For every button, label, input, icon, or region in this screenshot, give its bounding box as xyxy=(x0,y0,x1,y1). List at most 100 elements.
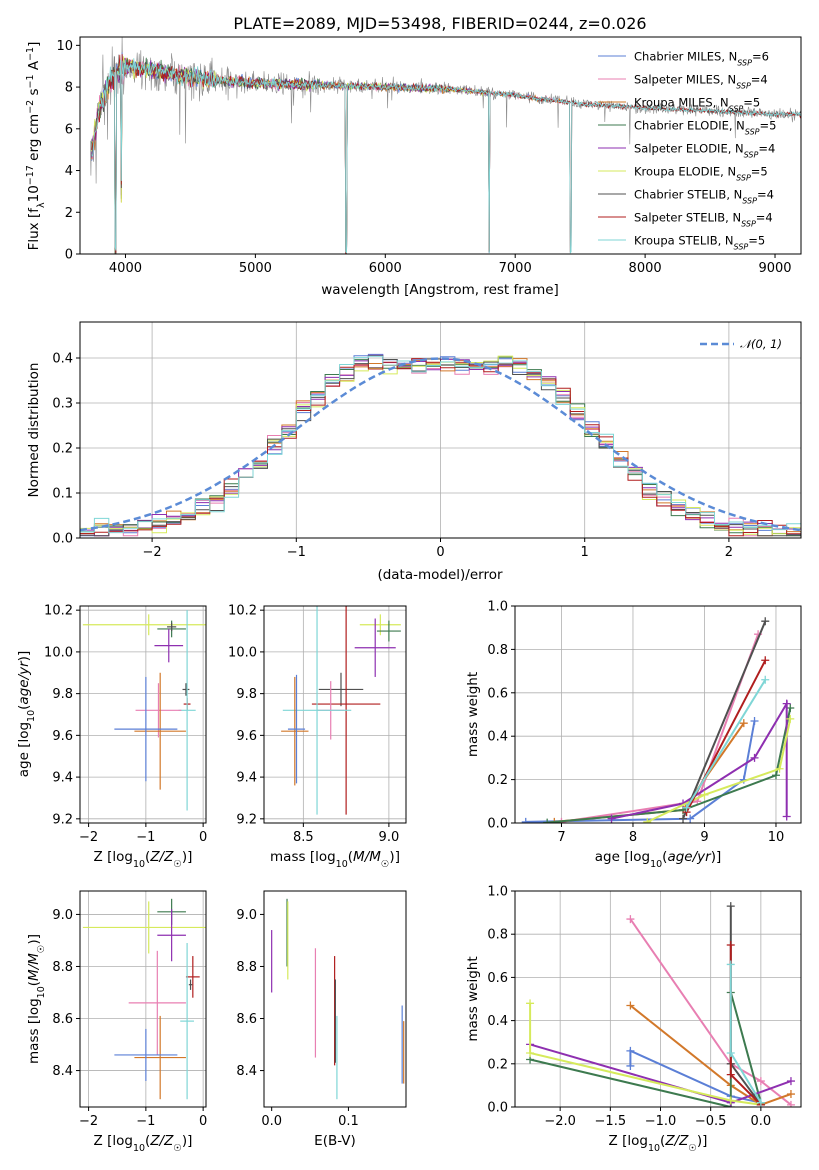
x-tick-label: 1 xyxy=(581,545,589,560)
x-tick-label: 0 xyxy=(436,545,444,560)
plot-area xyxy=(281,606,401,815)
errorbar-point xyxy=(82,614,206,636)
x-tick-label: 6000 xyxy=(369,261,402,276)
y-tick-label: 10.2 xyxy=(44,604,73,619)
weight-marker xyxy=(739,719,748,728)
weight-marker xyxy=(786,1077,795,1086)
x-tick-label: −2 xyxy=(79,1114,98,1129)
weight-line-kroupa-stelib xyxy=(685,679,767,809)
weight-marker xyxy=(643,817,652,823)
weight-marker xyxy=(679,814,688,823)
x-tick-label: 9.0 xyxy=(379,830,400,845)
legend-entry: Chabrier MILES, NSSP=6 xyxy=(634,50,769,68)
legend-entry: Salpeter MILES, NSSP=4 xyxy=(634,73,768,91)
y-axis-label: age [log10(age/yr)] xyxy=(16,651,37,777)
weight-marker xyxy=(761,675,770,684)
y-tick-label: 0.8 xyxy=(487,643,508,658)
y-tick-label: 0.6 xyxy=(487,971,508,986)
weight-marker xyxy=(756,1098,765,1107)
x-tick-label: −1 xyxy=(136,830,155,845)
errorbar-point xyxy=(128,950,186,1055)
x-tick-label: 9000 xyxy=(758,261,791,276)
x-axis-label: age [log10(age/yr)] xyxy=(595,849,721,870)
x-tick-label: −2 xyxy=(143,545,162,560)
panel-age_vs_Z: −2 −1 0 9.2 9.4 9.6 9.8 10.0 10.2 Z [log10(Z/Z☉)]… xyxy=(16,604,207,870)
panel-spectrum: 4000 5000 6000 7000 8000 9000 0 2 4 6 8 10 Chabrier … xyxy=(25,36,802,298)
weight-marker xyxy=(626,1046,635,1055)
plot-area xyxy=(82,898,206,1100)
y-tick-label: 10 xyxy=(56,39,73,54)
panel-massweight_vs_Z: −2.0 −1.5 −1.0 −0.5 0.0 0.0 0.2 0.4 0.6 0.8 1.0 Z [… xyxy=(465,885,802,1154)
errorbar-point xyxy=(281,676,309,786)
y-tick-label: 10.0 xyxy=(44,645,73,660)
weight-marker xyxy=(750,717,759,726)
legend-entry: Salpeter ELODIE, NSSP=4 xyxy=(634,142,775,160)
weight-marker xyxy=(626,1001,635,1010)
y-tick-label: 0.2 xyxy=(487,1057,508,1072)
weight-marker xyxy=(786,714,795,723)
x-tick-label: 7 xyxy=(557,830,565,845)
weight-marker xyxy=(750,753,759,762)
y-axis-label: mass weight xyxy=(465,672,481,757)
x-tick-label: −2 xyxy=(79,830,98,845)
y-tick-label: 8.8 xyxy=(52,960,73,975)
x-axis-label: Z [log10(Z/Z☉)] xyxy=(609,1133,708,1154)
y-tick-label: 0.4 xyxy=(487,730,508,745)
y-axis-label: mass [log10(M/M☉)] xyxy=(26,934,47,1064)
y-tick-label: 0.2 xyxy=(52,442,73,457)
y-tick-label: 0.4 xyxy=(52,352,73,367)
weight-line-chabrier-miles xyxy=(629,1049,762,1104)
x-tick-label: 2 xyxy=(725,545,733,560)
weight-marker xyxy=(526,1049,535,1057)
x-tick-label: 8 xyxy=(629,830,637,845)
weight-line-chabrier-elodie xyxy=(547,707,792,823)
errorbar-point xyxy=(167,622,177,632)
axes-frame xyxy=(263,605,407,824)
y-tick-label: 2 xyxy=(65,206,73,221)
errorbar-point xyxy=(134,1015,186,1100)
errorbar-point xyxy=(182,683,190,696)
y-tick-label: 9.8 xyxy=(52,687,73,702)
errorbar-point xyxy=(135,683,182,738)
x-tick-label: −1.5 xyxy=(595,1114,627,1129)
weight-line-kroupa-elodie xyxy=(529,1003,762,1106)
weight-marker xyxy=(782,812,791,821)
x-tick-label: 7000 xyxy=(499,261,532,276)
weight-line-chabrier-miles xyxy=(525,720,756,823)
plot-area xyxy=(82,610,206,811)
x-tick-label: −1 xyxy=(287,545,306,560)
legend-entry: Chabrier STELIB, NSSP=4 xyxy=(634,188,774,206)
axes-frame xyxy=(263,890,407,1108)
x-tick-label: −1 xyxy=(136,1114,155,1129)
y-tick-label: 9.0 xyxy=(236,908,257,923)
axes-frame xyxy=(79,36,802,255)
weight-marker xyxy=(700,790,709,799)
panel-massweight_vs_age: 7 8 9 10 0.0 0.2 0.4 0.6 0.8 1.0 age [log10(age/yr… xyxy=(465,600,802,870)
weight-marker xyxy=(626,1061,635,1070)
errorbar-point xyxy=(114,676,178,782)
errorbar-point xyxy=(185,956,200,998)
axes-frame xyxy=(514,605,802,824)
errorbar-point xyxy=(157,909,186,962)
x-tick-label: 8.5 xyxy=(293,830,314,845)
y-tick-label: 10.0 xyxy=(228,645,257,660)
y-tick-label: 8.4 xyxy=(52,1064,73,1079)
x-tick-label: 0 xyxy=(199,830,207,845)
weight-marker xyxy=(782,699,791,708)
legend-entry: Kroupa STELIB, NSSP=5 xyxy=(634,234,765,252)
y-tick-label: 8 xyxy=(65,81,73,96)
x-tick-label: −2.0 xyxy=(544,1114,576,1129)
y-tick-label: 0.0 xyxy=(487,1101,508,1116)
legend-entry: Salpeter STELIB, NSSP=4 xyxy=(634,211,773,229)
weight-marker xyxy=(761,656,770,665)
residual-histogram-chabrier-stelib xyxy=(80,355,801,537)
y-tick-label: 8.6 xyxy=(52,1012,73,1027)
legend-entry: Kroupa MILES, NSSP=5 xyxy=(634,96,760,114)
weight-marker xyxy=(726,902,735,911)
y-tick-label: 1.0 xyxy=(487,885,508,900)
errorbar-point xyxy=(318,672,364,707)
weight-marker xyxy=(682,803,691,812)
weight-marker xyxy=(726,960,735,969)
x-tick-label: 0.0 xyxy=(261,1114,282,1129)
y-tick-label: 10.2 xyxy=(228,604,257,619)
